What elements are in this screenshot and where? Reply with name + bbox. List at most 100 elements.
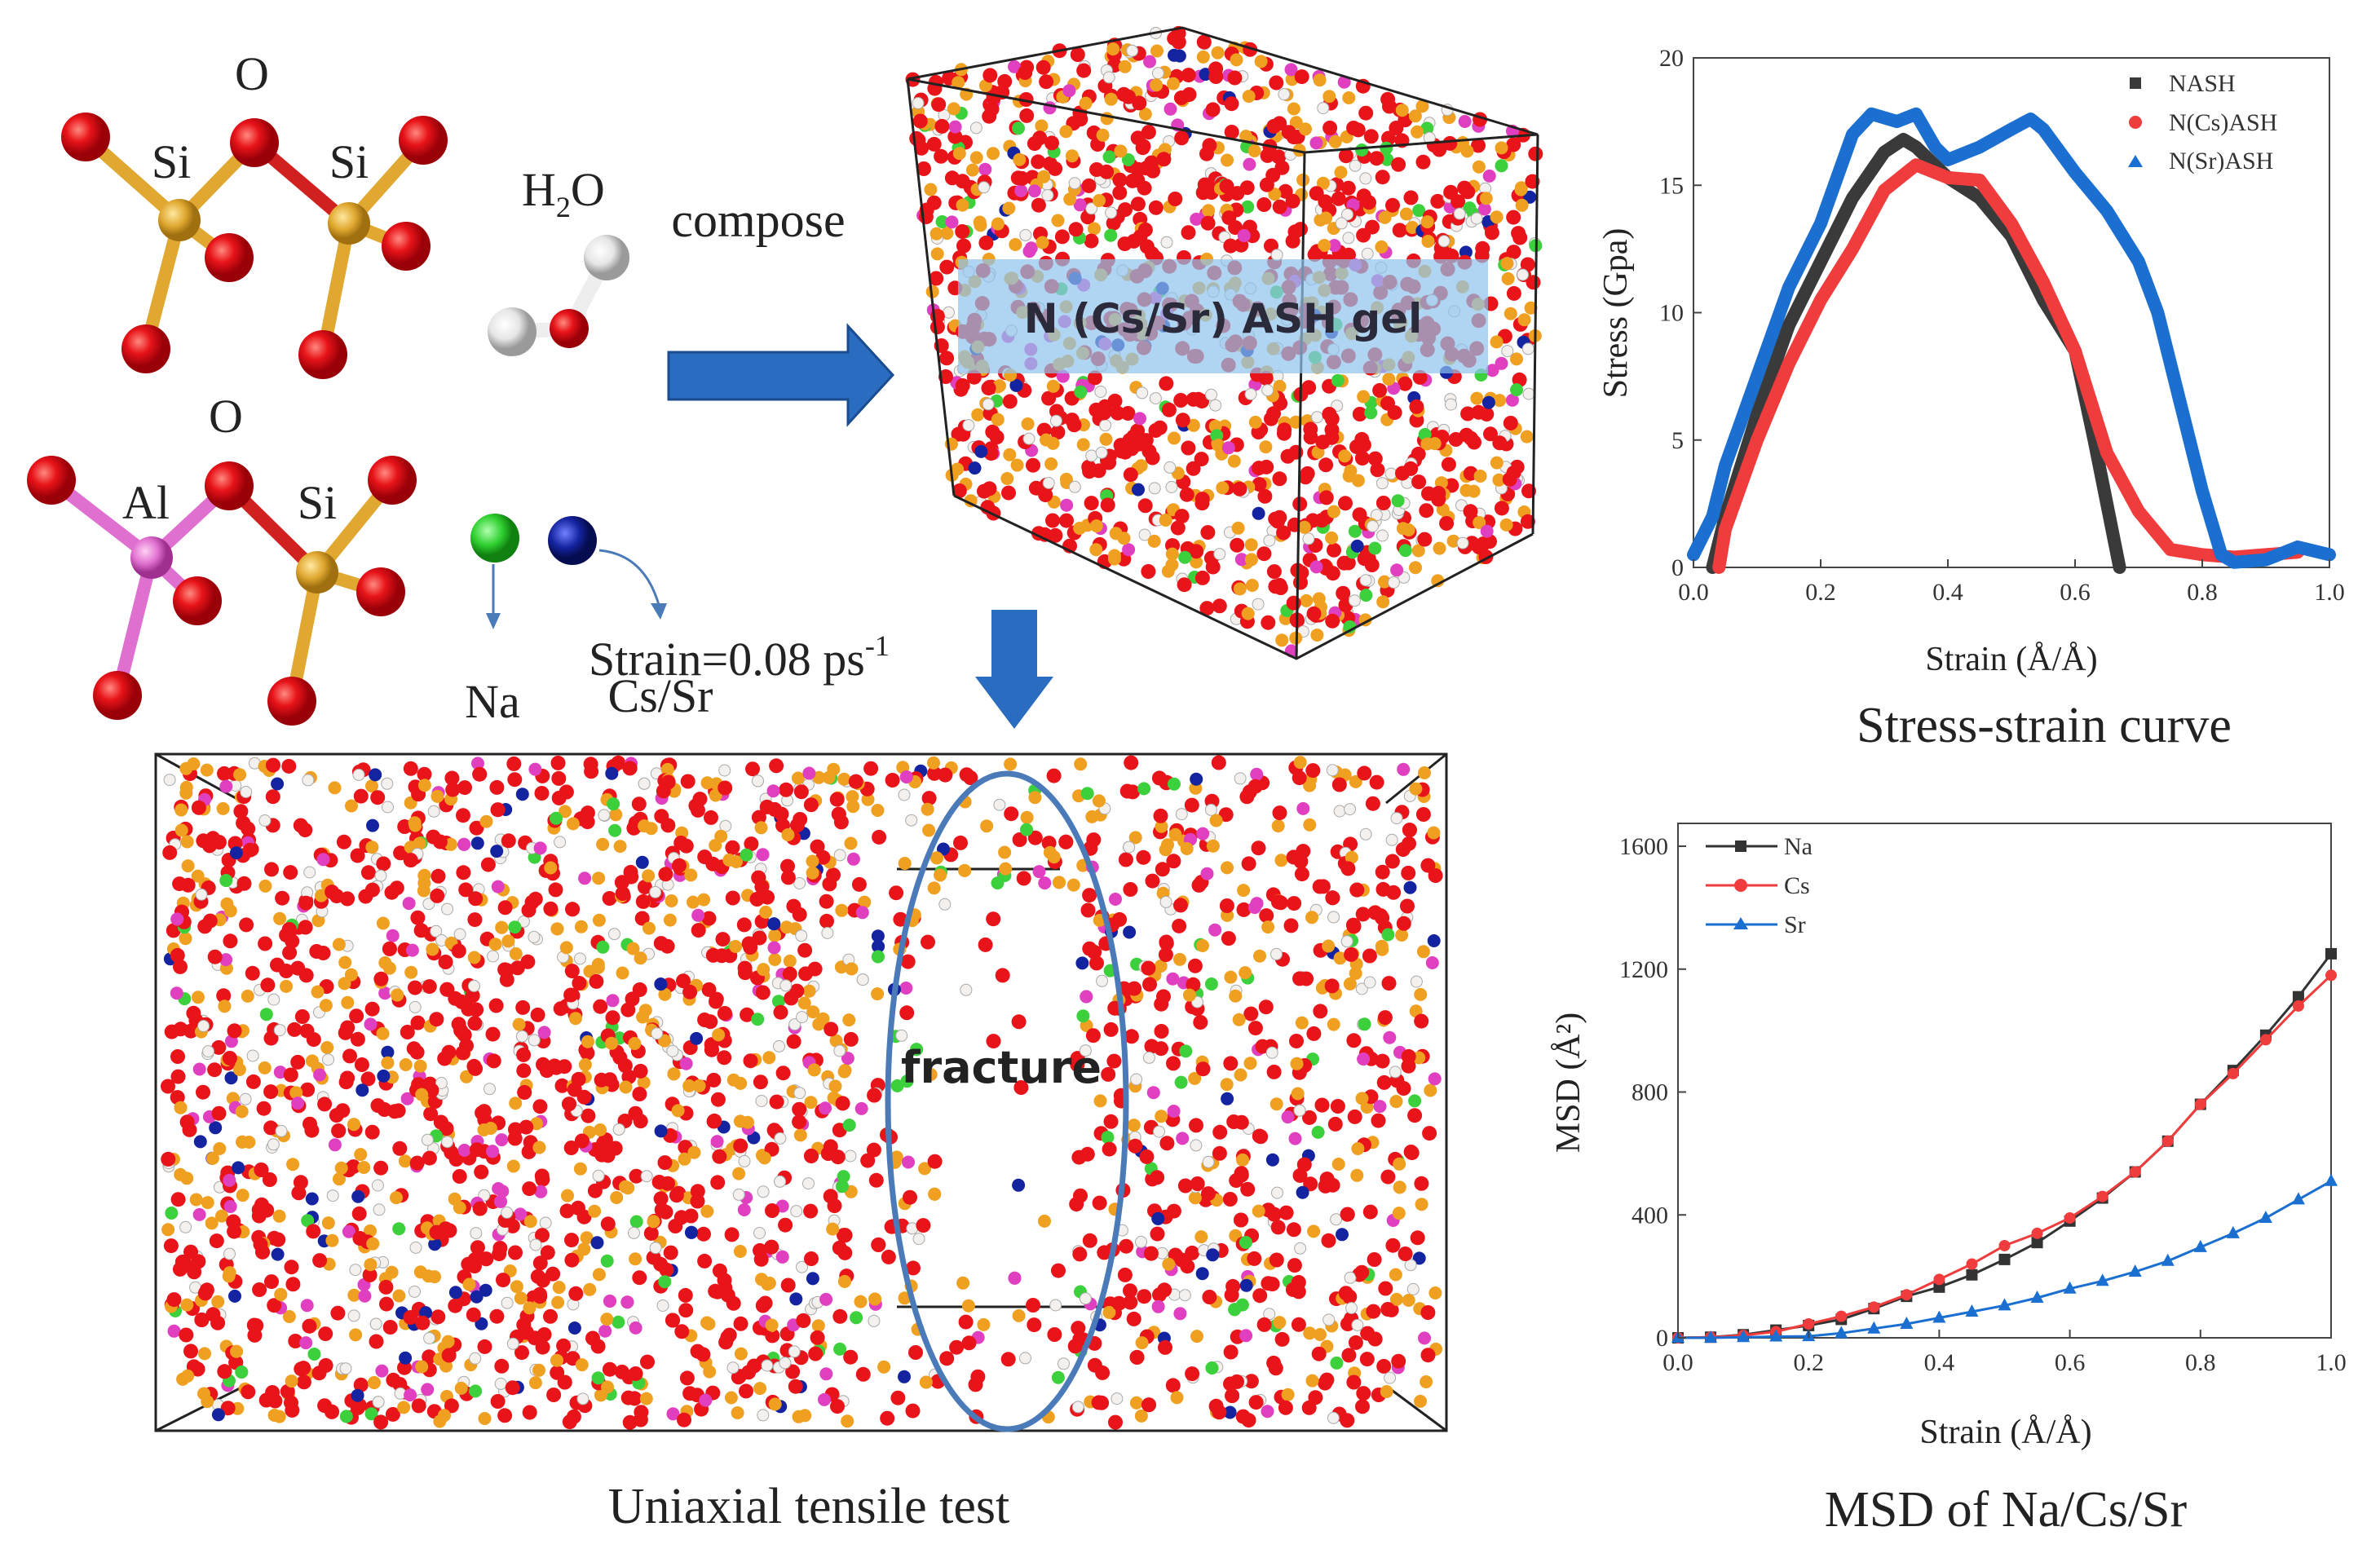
sodium-atom	[1204, 977, 1218, 991]
hydrogen-atom	[1160, 236, 1173, 249]
oxygen-atom	[673, 1210, 689, 1225]
oxygen-atom	[676, 973, 691, 989]
silicon-atom	[1104, 92, 1118, 106]
oxygen-atom	[163, 1238, 179, 1254]
aluminium-atom	[273, 1066, 287, 1079]
hydrogen-atom	[638, 777, 651, 790]
silicon-atom	[757, 963, 771, 977]
oxygen-atom	[373, 1160, 389, 1176]
oxygen-atom	[290, 960, 306, 976]
oxygen-atom	[673, 836, 689, 850]
oxygen-atom	[400, 1025, 415, 1039]
oxygen-atom	[1256, 197, 1272, 212]
silicon-atom	[1343, 977, 1357, 991]
hydrogen-atom	[1342, 232, 1355, 245]
hydrogen-atom	[788, 1018, 801, 1031]
oxygen-atom	[1166, 854, 1181, 869]
silicon-atom	[333, 1172, 346, 1186]
y-tick-label: 10	[1659, 300, 1684, 327]
oxygen-atom	[815, 849, 831, 865]
hydrogen-atom	[1022, 432, 1035, 445]
oxygen-atom	[325, 885, 340, 900]
oxygen-atom	[1117, 1267, 1133, 1282]
sodium-atom	[1368, 541, 1382, 555]
silicon-atom	[726, 1073, 740, 1087]
oxygen-atom	[654, 1202, 669, 1218]
hydrogen-atom	[408, 1000, 422, 1013]
hydrogen-atom	[833, 849, 846, 862]
oxygen-atom	[1256, 546, 1272, 562]
oxygen-atom	[1159, 376, 1174, 391]
oxygen-atom	[298, 920, 313, 935]
silicon-atom	[1243, 1057, 1257, 1070]
data-point-cs	[2259, 1034, 2272, 1046]
aluminium-atom	[1143, 55, 1156, 68]
silicon-atom	[467, 951, 481, 964]
oxygen-atom	[1266, 1064, 1282, 1079]
silicon-atom	[757, 1151, 771, 1165]
aluminium-atom	[299, 1336, 313, 1350]
aluminium-atom	[1164, 102, 1177, 116]
oxygen-atom	[1200, 525, 1216, 541]
oxygen-atom	[651, 1175, 667, 1189]
hydrogen-atom	[441, 1136, 454, 1149]
hydrogen-atom	[223, 1247, 236, 1260]
oxygen-atom	[1376, 1358, 1392, 1374]
aluminium-atom	[679, 1057, 693, 1070]
oxygen-atom	[1154, 1024, 1169, 1039]
oxygen-atom	[704, 1042, 719, 1057]
oxygen-atom	[536, 1327, 552, 1342]
sodium-atom	[1381, 928, 1395, 942]
data-point-cs	[1933, 1273, 1945, 1286]
oxygen-atom	[442, 1223, 457, 1238]
oxygen-atom	[351, 1206, 367, 1221]
oxygen-atom	[497, 900, 513, 916]
oxygen-atom	[1234, 1212, 1248, 1228]
sodium-atom	[1239, 1236, 1252, 1249]
oxygen-atom	[302, 1318, 317, 1334]
oxygen-atom	[1403, 461, 1419, 476]
sodium-atom	[1348, 524, 1362, 538]
data-point-cs	[2325, 969, 2337, 982]
silicon-atom	[1325, 531, 1339, 545]
hydrogen-atom	[1302, 532, 1315, 545]
cesium-strontium-atom	[232, 1161, 245, 1175]
silicon-atom	[349, 1328, 363, 1342]
oxygen-atom	[868, 1172, 884, 1188]
fracture-ellipse	[885, 770, 1129, 1432]
oxygen-atom	[939, 1351, 955, 1366]
oxygen-atom	[872, 829, 887, 845]
oxygen-atom	[1479, 407, 1495, 421]
sodium-atom	[1311, 1125, 1325, 1139]
oxygen-atom	[1325, 890, 1340, 906]
silicon-atom	[1088, 222, 1101, 236]
silicon-atom	[684, 868, 698, 882]
silicon-atom	[925, 285, 939, 298]
oxygen-atom	[934, 118, 950, 134]
x-tick-label: 0.8	[2185, 1349, 2216, 1376]
silicon-atom	[364, 1224, 377, 1238]
silicon-atom	[1063, 192, 1077, 206]
oxygen-atom	[211, 1105, 227, 1121]
oxygen-atom	[1102, 1141, 1117, 1157]
data-point-sr	[2291, 1192, 2305, 1205]
oxygen-atom	[1414, 1176, 1429, 1191]
oxygen-atom	[506, 756, 522, 771]
hydrogen-atom	[1085, 449, 1098, 462]
silicon-atom	[1273, 380, 1287, 393]
silicon-atom	[1380, 1385, 1393, 1398]
oxygen-atom	[803, 1203, 819, 1219]
oxygen-atom	[1324, 422, 1340, 438]
oxygen-atom	[1292, 971, 1307, 986]
oxygen-atom	[633, 1063, 648, 1079]
oxygen-atom	[786, 1034, 801, 1049]
silicon-atom	[1232, 1013, 1246, 1026]
silicon-atom	[1316, 176, 1330, 190]
legend-label: NASH	[2169, 70, 2236, 97]
silicon-atom	[1190, 555, 1203, 569]
silicon-atom	[871, 804, 885, 817]
oxygen-atom	[1463, 504, 1478, 519]
oxygen-atom	[1365, 796, 1380, 811]
silicon-atom	[1085, 810, 1099, 823]
